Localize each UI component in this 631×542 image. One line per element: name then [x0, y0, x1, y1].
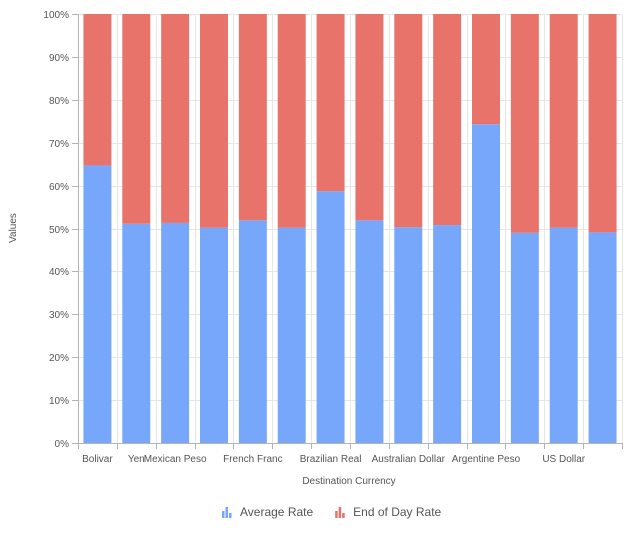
- bar-end-of-day-rate: [277, 14, 306, 228]
- bar-average-rate: [122, 223, 151, 443]
- legend-item: End of Day Rate: [335, 505, 442, 519]
- bar-end-of-day-rate: [122, 14, 151, 224]
- bar-end-of-day-rate: [549, 14, 578, 228]
- icon-bar: [229, 513, 232, 518]
- bar-average-rate: [433, 225, 462, 443]
- bar-end-of-day-rate: [83, 14, 112, 166]
- bar-end-of-day-rate: [588, 14, 617, 233]
- y-tick-label: 10%: [49, 396, 69, 407]
- bar-average-rate: [238, 220, 267, 443]
- x-tick-label: Argentine Peso: [452, 454, 521, 465]
- x-tick-label: Brazilian Real: [300, 454, 362, 465]
- y-tick-labels: 0% 10% 20% 30% 40% 50% 60% 70% 80% 90% 100%: [43, 10, 69, 450]
- bar-end-of-day-rate: [472, 14, 500, 125]
- axes: [72, 14, 623, 449]
- legend: Average Rate End of Day Rate: [222, 505, 442, 519]
- bar-end-of-day-rate: [433, 14, 462, 226]
- legend-label: End of Day Rate: [353, 505, 441, 519]
- bar-average-rate: [355, 220, 384, 443]
- bar-average-rate: [316, 191, 345, 443]
- bar-average-rate: [83, 165, 112, 443]
- x-tick-label: Australian Dollar: [372, 454, 446, 465]
- bars: [83, 14, 617, 444]
- x-tick-label: Bolivar: [82, 454, 113, 465]
- y-tick-label: 60%: [49, 182, 69, 193]
- x-tick-labels: Bolivar Yen Mexican Peso French Franc Brazil…: [82, 454, 586, 465]
- bar-average-rate: [588, 232, 617, 443]
- bar-end-of-day-rate: [161, 14, 190, 223]
- icon-bar: [335, 511, 338, 518]
- bar-average-rate: [510, 232, 539, 443]
- y-tick-label: 20%: [49, 353, 69, 364]
- y-tick-label: 0%: [55, 439, 70, 450]
- bar-average-rate: [200, 227, 228, 443]
- bar-average-rate: [161, 222, 190, 443]
- grid-lines: [78, 14, 623, 444]
- y-tick-label: 100%: [43, 10, 69, 21]
- x-tick-label: Yen: [128, 454, 145, 465]
- x-axis-title: Destination Currency: [302, 476, 395, 487]
- y-tick-label: 40%: [49, 267, 69, 278]
- icon-bar: [338, 507, 342, 518]
- bar-end-of-day-rate: [316, 14, 345, 192]
- y-tick-label: 90%: [49, 53, 69, 64]
- bar-end-of-day-rate: [200, 14, 228, 228]
- bar-average-rate: [394, 227, 423, 443]
- y-tick-label: 30%: [49, 310, 69, 321]
- legend-item: Average Rate: [222, 505, 313, 519]
- bar-average-rate: [472, 124, 500, 444]
- y-tick-label: 70%: [49, 139, 69, 150]
- icon-bar: [222, 511, 225, 518]
- bar-end-of-day-rate: [355, 14, 384, 221]
- x-tick-label: Mexican Peso: [144, 454, 207, 465]
- bar-end-of-day-rate: [394, 14, 423, 228]
- y-axis-title: Values: [8, 213, 19, 243]
- y-tick-label: 50%: [49, 225, 69, 236]
- bar-end-of-day-rate: [238, 14, 267, 221]
- icon-bar: [225, 507, 228, 518]
- y-tick-label: 80%: [49, 96, 69, 107]
- legend-label: Average Rate: [240, 505, 313, 519]
- bar-average-rate: [549, 227, 578, 443]
- bar-chart-icon: [222, 507, 232, 518]
- icon-bar: [342, 513, 345, 518]
- bar-average-rate: [277, 227, 306, 443]
- bar-chart-icon: [335, 507, 345, 518]
- bar-end-of-day-rate: [510, 14, 539, 233]
- x-tick-label: French Franc: [223, 454, 282, 465]
- x-tick-label: US Dollar: [542, 454, 585, 465]
